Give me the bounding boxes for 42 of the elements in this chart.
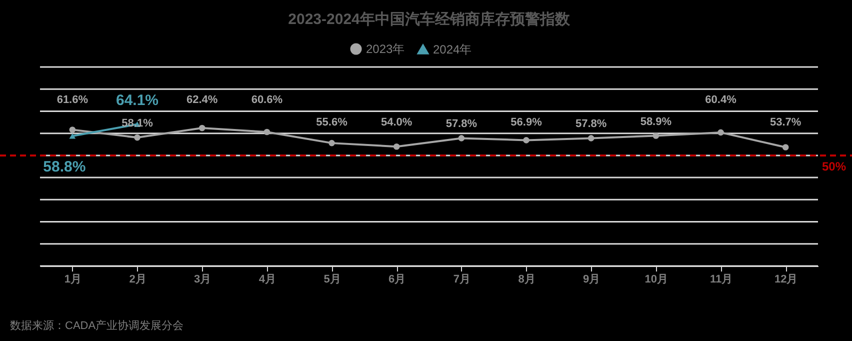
point <box>588 135 594 142</box>
x-tick-label: 7月 <box>453 274 470 286</box>
point <box>134 134 140 141</box>
x-tick-label: 6月 <box>388 274 406 286</box>
data-label: 57.8% <box>575 118 607 130</box>
x-tick-label: 2月 <box>129 274 146 286</box>
data-label: 58.9% <box>640 116 672 128</box>
data-label: 60.4% <box>705 94 737 106</box>
point <box>782 144 789 150</box>
data-label: 64.1% <box>116 92 159 110</box>
x-tick-label: 4月 <box>258 274 276 286</box>
point <box>718 129 724 136</box>
x-tick-label: 12月 <box>774 274 798 286</box>
data-label: 56.9% <box>510 116 542 128</box>
x-tick-label: 5月 <box>324 274 341 286</box>
data-label: 61.6% <box>56 94 88 106</box>
x-tick-label: 9月 <box>583 274 600 286</box>
x-tick-label: 11月 <box>710 274 733 286</box>
ref-line-label: 50% <box>822 159 846 174</box>
x-tick-label: 8月 <box>518 274 536 286</box>
data-label: 60.6% <box>251 94 283 106</box>
point <box>523 137 530 144</box>
data-label: 62.4% <box>186 94 218 106</box>
point <box>198 124 206 132</box>
point <box>393 143 400 150</box>
point <box>458 135 465 142</box>
point <box>652 132 660 139</box>
legend-label: 2023年 <box>366 42 405 56</box>
data-label: 54.0% <box>380 116 412 128</box>
x-tick-label: 10月 <box>644 274 668 286</box>
data-label: 53.7% <box>770 116 802 128</box>
point <box>69 126 76 133</box>
source-note: 数据来源：CADA产业协调发展分会 <box>10 318 184 333</box>
point <box>264 128 270 136</box>
chart-title: 2023-2024年中国汽车经销商库存预警指数 <box>288 10 571 28</box>
data-label: 57.8% <box>446 118 478 130</box>
data-label: 55.6% <box>316 116 348 128</box>
x-tick-label: 3月 <box>194 274 212 286</box>
x-tick-label: 1月 <box>64 274 82 286</box>
legend-label: 2024年 <box>433 42 472 56</box>
data-label: 58.8% <box>43 158 86 176</box>
point <box>328 140 335 146</box>
